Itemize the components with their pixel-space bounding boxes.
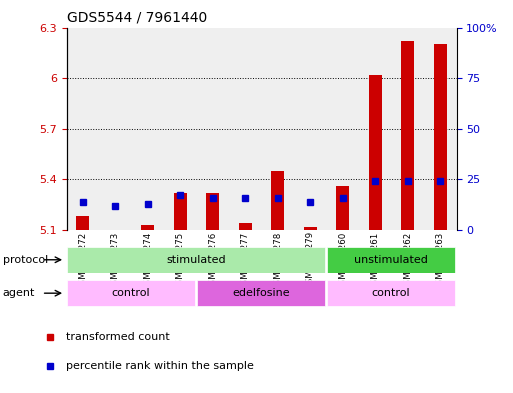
- Text: control: control: [371, 288, 410, 298]
- Bar: [67, 280, 195, 306]
- Bar: [196, 280, 325, 306]
- Bar: [369, 75, 382, 230]
- Bar: [239, 223, 252, 230]
- Bar: [174, 193, 187, 230]
- Bar: [164, 28, 196, 230]
- Text: protocol: protocol: [3, 255, 48, 265]
- Bar: [327, 28, 359, 230]
- Bar: [327, 247, 455, 273]
- Bar: [359, 28, 391, 230]
- Text: edelfosine: edelfosine: [232, 288, 290, 298]
- Bar: [294, 28, 327, 230]
- Bar: [109, 230, 122, 233]
- Bar: [67, 247, 325, 273]
- Bar: [391, 28, 424, 230]
- Bar: [206, 193, 220, 230]
- Text: GDS5544 / 7961440: GDS5544 / 7961440: [67, 11, 207, 25]
- Text: agent: agent: [3, 288, 35, 298]
- Bar: [229, 28, 262, 230]
- Text: transformed count: transformed count: [66, 332, 170, 342]
- Text: unstimulated: unstimulated: [354, 255, 428, 265]
- Bar: [99, 28, 132, 230]
- Text: percentile rank within the sample: percentile rank within the sample: [66, 362, 254, 371]
- Bar: [132, 28, 164, 230]
- Bar: [424, 28, 457, 230]
- Bar: [142, 225, 154, 230]
- Bar: [401, 41, 415, 230]
- Bar: [196, 28, 229, 230]
- Text: stimulated: stimulated: [166, 255, 226, 265]
- Bar: [271, 171, 284, 230]
- Bar: [76, 217, 89, 230]
- Bar: [304, 226, 317, 230]
- Text: control: control: [112, 288, 150, 298]
- Bar: [262, 28, 294, 230]
- Bar: [327, 280, 455, 306]
- Bar: [67, 28, 99, 230]
- Bar: [434, 44, 447, 230]
- Bar: [337, 186, 349, 230]
